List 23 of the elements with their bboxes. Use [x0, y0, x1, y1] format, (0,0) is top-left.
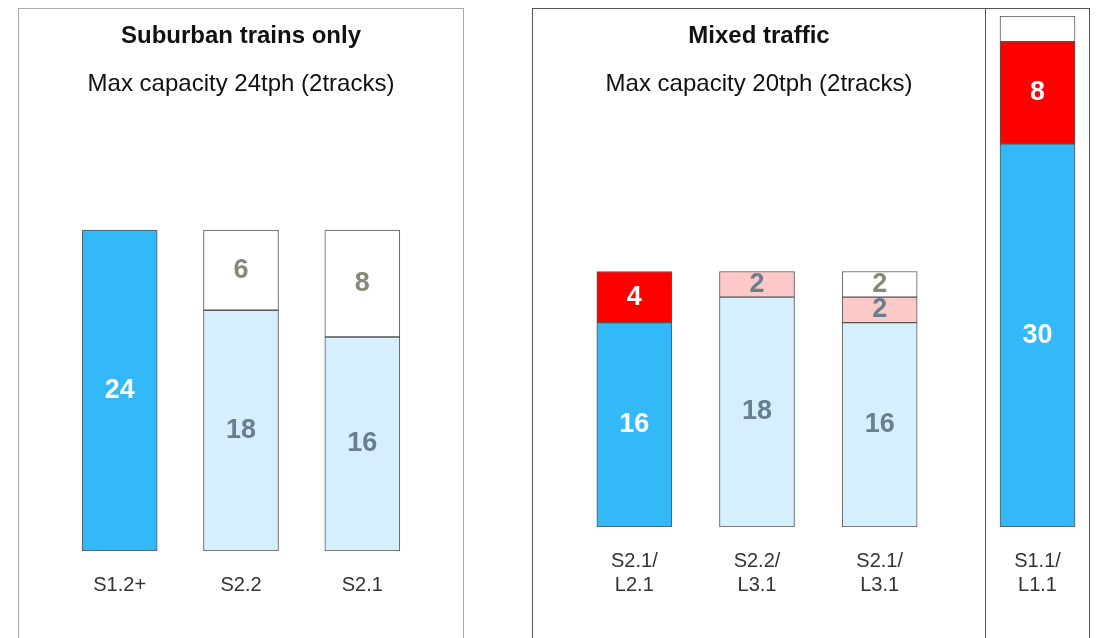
data-label: 2: [749, 267, 765, 298]
x-tick-label: S2.2: [220, 572, 262, 595]
data-label: 30: [1022, 318, 1053, 349]
data-label: 6: [233, 253, 249, 284]
x-tick-label: S2.2/L3.1: [733, 548, 781, 595]
chart-subtitle: Max capacity 20tph (2tracks): [604, 69, 914, 97]
chart-title: Mixed traffic: [687, 21, 831, 49]
x-tick-label: S1.1/L1.1: [1014, 548, 1062, 595]
x-tick-label: S1.2+: [93, 572, 147, 595]
chart-title: Suburban trains only: [120, 21, 362, 49]
data-label: 8: [1029, 76, 1046, 107]
x-tick-label: S2.1/L2.1: [610, 548, 659, 595]
data-label: 18: [225, 414, 257, 445]
x-tick-label: S2.1: [341, 572, 383, 595]
data-label: 16: [864, 408, 895, 439]
data-label: 18: [741, 395, 773, 426]
data-label: 24: [104, 373, 135, 404]
x-tick-label: S2.1/L3.1: [856, 548, 904, 595]
data-label: 16: [347, 427, 378, 458]
data-label: 16: [619, 408, 650, 439]
data-label: 8: [354, 266, 370, 297]
data-label: 4: [626, 280, 642, 311]
chart-subtitle: Max capacity 24tph (2tracks): [86, 69, 396, 97]
